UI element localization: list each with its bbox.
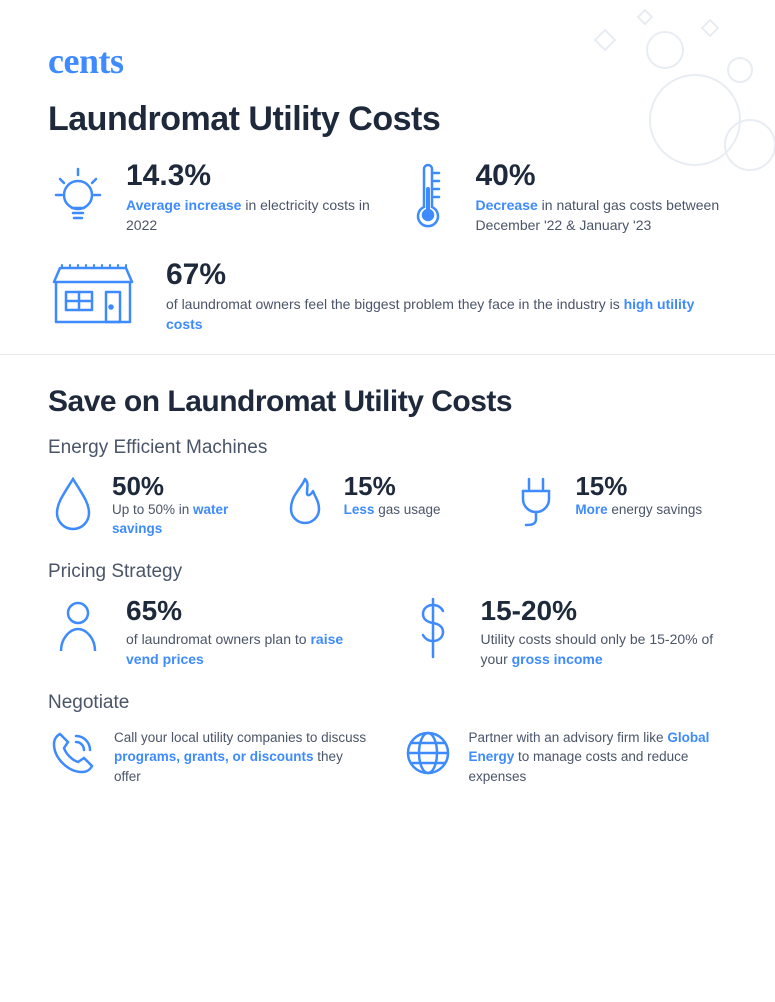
- stat-desc: Less gas usage: [344, 501, 441, 520]
- stat-gross-income: 15-20% Utility costs should only be 15-2…: [403, 597, 728, 670]
- negotiate-row: Call your local utility companies to dis…: [48, 728, 727, 787]
- flame-icon: [280, 473, 330, 531]
- stat-value: 50%: [112, 473, 264, 499]
- plug-icon: [511, 473, 561, 531]
- phone-icon: [48, 728, 98, 778]
- stat-desc: of laundromat owners plan to raise vend …: [126, 629, 373, 670]
- lightbulb-icon: [48, 161, 108, 227]
- neg-call: Call your local utility companies to dis…: [48, 728, 373, 787]
- stat-desc: More energy savings: [575, 501, 702, 520]
- stat-value: 65%: [126, 597, 373, 625]
- stat-desc: Utility costs should only be 15-20% of y…: [481, 629, 728, 670]
- stat-value: 15%: [344, 473, 441, 499]
- section1-title: Laundromat Utility Costs: [48, 100, 727, 139]
- person-icon: [48, 597, 108, 655]
- stat-energy: 15% More energy savings: [511, 473, 727, 539]
- stat-value: 15-20%: [481, 597, 728, 625]
- subhead-negotiate: Negotiate: [48, 692, 727, 714]
- pricing-row: 65% of laundromat owners plan to raise v…: [48, 597, 727, 670]
- stat-gas: 40% Decrease in natural gas costs betwee…: [398, 161, 728, 236]
- efficient-row: 50% Up to 50% in water savings 15% Less …: [48, 473, 727, 539]
- stat-desc: Average increase in electricity costs in…: [126, 195, 378, 236]
- stat-gas-usage: 15% Less gas usage: [280, 473, 496, 539]
- neg-desc: Call your local utility companies to dis…: [114, 728, 373, 787]
- stat-owners: 67% of laundromat owners feel the bigges…: [48, 260, 727, 335]
- drop-icon: [48, 473, 98, 531]
- section2-title: Save on Laundromat Utility Costs: [48, 385, 727, 419]
- stat-desc: Up to 50% in water savings: [112, 501, 264, 539]
- section-divider: [0, 354, 775, 355]
- stat-value: 40%: [476, 161, 728, 191]
- brand-logo: cents: [48, 40, 727, 82]
- subhead-pricing: Pricing Strategy: [48, 561, 727, 583]
- stat-desc: of laundromat owners feel the biggest pr…: [166, 294, 727, 335]
- stat-value: 15%: [575, 473, 702, 499]
- stat-raise-prices: 65% of laundromat owners plan to raise v…: [48, 597, 373, 670]
- dollar-icon: [403, 597, 463, 659]
- top-stats-row: 14.3% Average increase in electricity co…: [48, 161, 727, 236]
- globe-icon: [403, 728, 453, 778]
- neg-desc: Partner with an advisory firm like Globa…: [469, 728, 728, 787]
- stat-water: 50% Up to 50% in water savings: [48, 473, 264, 539]
- stat-value: 67%: [166, 260, 727, 290]
- neg-partner: Partner with an advisory firm like Globa…: [403, 728, 728, 787]
- subhead-efficient: Energy Efficient Machines: [48, 437, 727, 459]
- stat-electricity: 14.3% Average increase in electricity co…: [48, 161, 378, 236]
- thermometer-icon: [398, 161, 458, 231]
- store-icon: [48, 260, 138, 330]
- stat-value: 14.3%: [126, 161, 378, 191]
- stat-desc: Decrease in natural gas costs between De…: [476, 195, 728, 236]
